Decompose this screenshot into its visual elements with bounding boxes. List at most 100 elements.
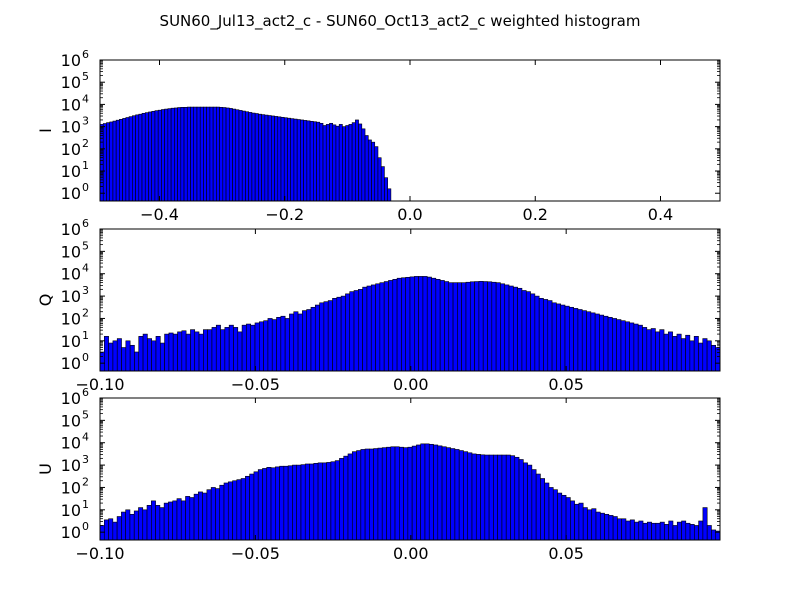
- panel-i-bar: [358, 123, 363, 202]
- panel-q-bar: [323, 301, 329, 372]
- panel-q-bar: [538, 298, 544, 372]
- figure-title: SUN60_Jul13_act2_c - SUN60_Oct13_act2_c …: [160, 12, 641, 31]
- panel-q-bar: [254, 322, 260, 372]
- panel-u-ytick-exponent: 1: [82, 498, 89, 511]
- panel-q-bar: [345, 293, 351, 372]
- panel-q-bar: [99, 351, 105, 372]
- panel-u-xtick-label: −0.10: [75, 544, 124, 563]
- panel-i-ytick-exponent: 4: [82, 92, 89, 105]
- panel-i-bar: [141, 112, 146, 202]
- panel-u-bar: [146, 505, 152, 541]
- panel-q-bar: [663, 333, 669, 372]
- panel-i-bar: [387, 188, 392, 202]
- panel-q-bar: [233, 327, 239, 372]
- panel-q-bar: [500, 283, 506, 372]
- panel-q-bar: [314, 304, 320, 372]
- panel-q-bar: [426, 276, 432, 372]
- panel-u-bar: [634, 521, 640, 541]
- panel-q-bar: [396, 277, 402, 372]
- panel-q-bar: [276, 317, 282, 372]
- panel-i-bar: [209, 106, 214, 202]
- panel-u-xtick-label: 0.00: [393, 544, 429, 563]
- panel-q-bar: [147, 338, 152, 372]
- panel-u-bar: [702, 507, 708, 541]
- panel-q-bar: [547, 300, 553, 372]
- panel-u-bar: [245, 475, 250, 541]
- panel-q-bar: [556, 303, 562, 372]
- panel-u-ytick-label: 10: [61, 389, 81, 408]
- panel-u-bar: [441, 446, 447, 541]
- panel-q-bar: [129, 344, 135, 372]
- panel-q-bar: [650, 328, 656, 372]
- panel-u-bar: [433, 444, 439, 541]
- panel-i-bar: [212, 106, 217, 202]
- panel-i-bar: [122, 118, 127, 202]
- panel-q-bar: [581, 310, 587, 372]
- panel-u-bar: [360, 449, 366, 541]
- panel-i-bar: [245, 111, 249, 202]
- panel-u-ytick-exponent: 5: [82, 408, 89, 421]
- panel-q-bar: [284, 318, 290, 372]
- panel-q-bar: [271, 319, 277, 372]
- panel-q-bar: [577, 309, 583, 372]
- panel-q-bar: [706, 340, 712, 372]
- panel-u-bar: [347, 453, 353, 541]
- panel-u-bar: [189, 497, 195, 541]
- panel-i-bar: [219, 107, 224, 202]
- panel-i-bar: [235, 109, 240, 202]
- panel-q-bar: [431, 277, 437, 372]
- panel-i-bar: [109, 121, 114, 202]
- panel-u-ytick-label: 10: [61, 434, 81, 453]
- panel-i-bar: [351, 122, 356, 202]
- panel-u-bar: [99, 525, 105, 541]
- panel-q-bar: [508, 285, 514, 372]
- panel-i-bar: [144, 112, 149, 202]
- panel-q-bar: [418, 276, 424, 372]
- panel-q-bar: [655, 331, 661, 372]
- panel-u-ytick-exponent: 0: [82, 520, 89, 533]
- panel-u-frame: [99, 397, 721, 541]
- panel-u-bar: [262, 468, 268, 541]
- panel-q-bar: [375, 283, 381, 372]
- panel-u-bar: [180, 500, 186, 541]
- panel-q-bar: [599, 314, 605, 372]
- panel-u-bar: [681, 520, 687, 541]
- panel-u-bar: [326, 462, 332, 541]
- panel-q-bar: [620, 320, 626, 372]
- panel-u-ytick-label: 10: [61, 501, 81, 520]
- panel-q-bar: [530, 293, 536, 372]
- panel-u-bar: [403, 447, 409, 541]
- panel-q-bar: [362, 286, 368, 372]
- panel-u-bar: [617, 518, 622, 541]
- panel-i-bar: [274, 116, 279, 202]
- panel-i-bar: [313, 121, 317, 202]
- panel-i-ytick-exponent: 1: [82, 159, 89, 172]
- panel-i-bar: [300, 119, 304, 202]
- panel-q-bar: [461, 282, 467, 372]
- panel-u-bar: [420, 443, 426, 541]
- panel-i-ytick-exponent: 6: [82, 48, 89, 61]
- panel-u-bar: [484, 454, 490, 541]
- panel-i-ytick-label: 10: [61, 140, 81, 159]
- panel-i-bar: [132, 115, 136, 202]
- panel-q-bar: [612, 318, 617, 372]
- panel-i-bar: [148, 111, 153, 202]
- panel-i-bar: [348, 124, 353, 202]
- panel-u-bar: [292, 464, 297, 541]
- panel-q-bar: [607, 317, 613, 372]
- panel-u-bar: [416, 444, 421, 541]
- panel-q-bar: [207, 329, 213, 372]
- panel-q-bar: [590, 312, 596, 372]
- panel-q-ytick-label: 10: [61, 220, 81, 239]
- panel-u-bar: [236, 479, 242, 541]
- panel-q-bar: [190, 329, 196, 372]
- panel-u-bar: [172, 500, 178, 541]
- panel-i-bar: [167, 108, 172, 202]
- panel-i-bar: [377, 157, 382, 202]
- panel-q-bar: [142, 333, 148, 372]
- panel-q-bar: [332, 298, 338, 372]
- panel-u-bar: [574, 503, 580, 541]
- panel-q-bar: [138, 336, 144, 372]
- panel-i-ytick-label: 10: [61, 51, 81, 70]
